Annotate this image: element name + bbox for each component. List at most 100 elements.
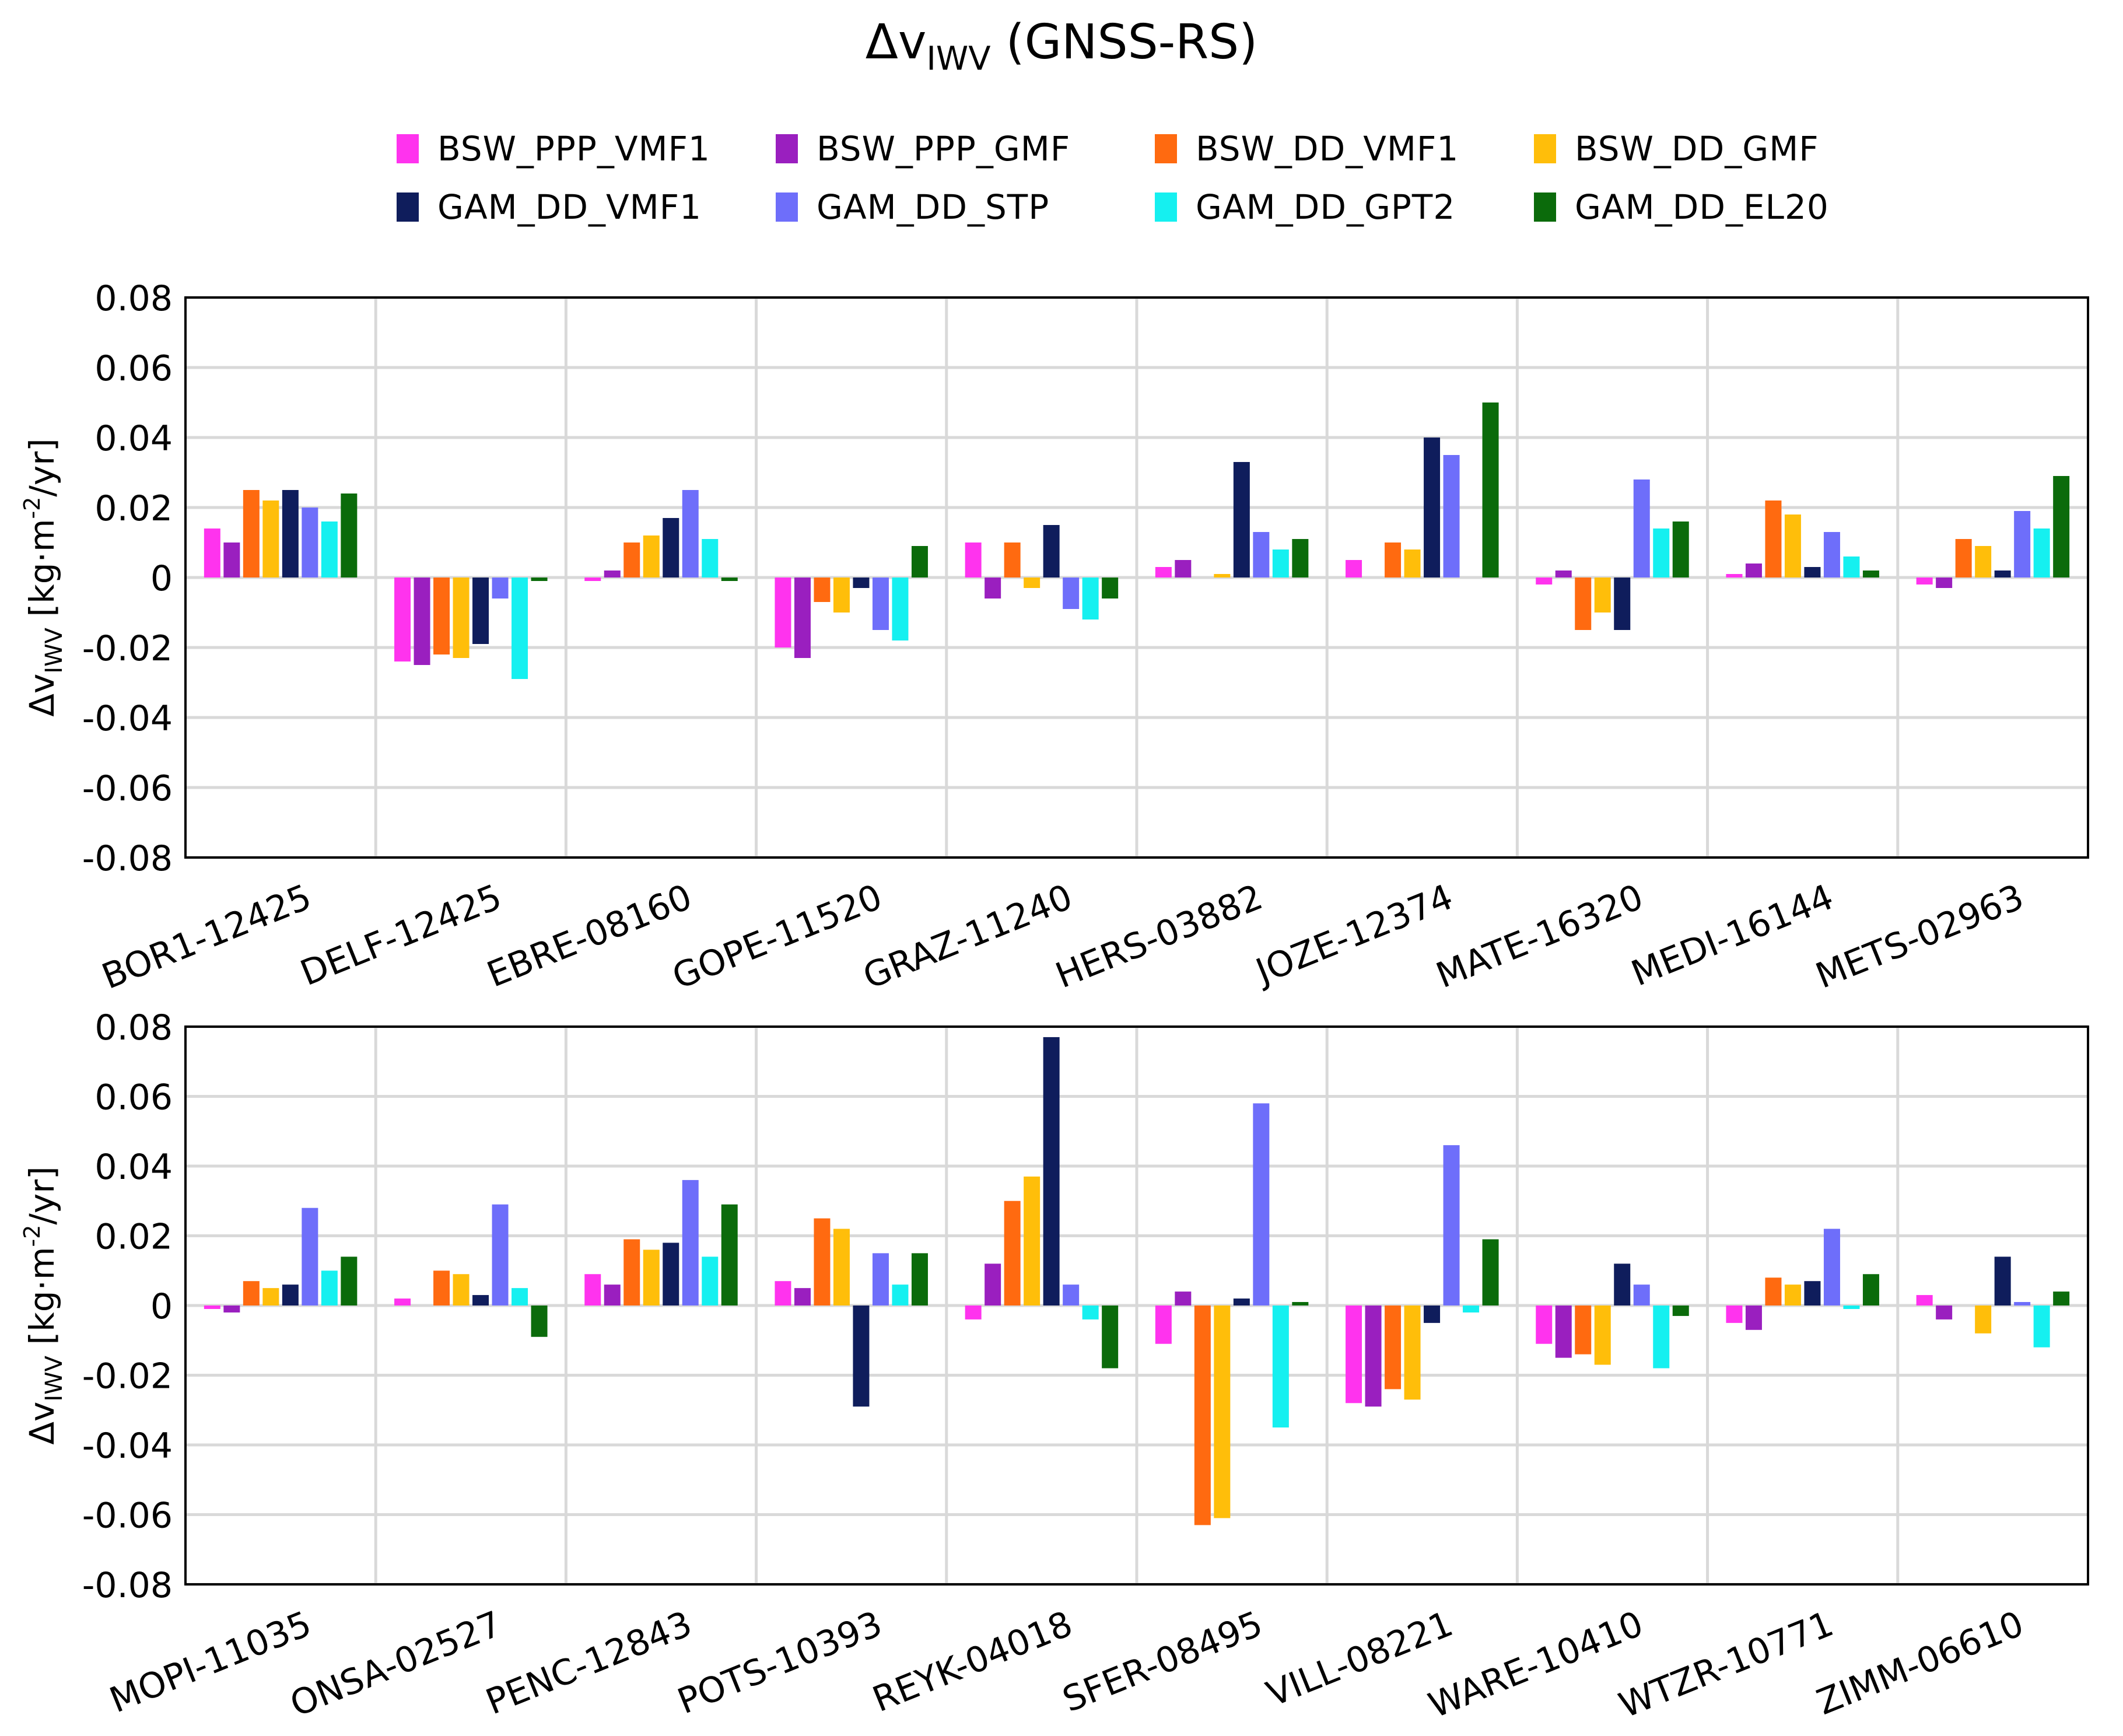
x-tick-label: GOPE-11520 (667, 877, 888, 998)
legend-label: BSW_DD_VMF1 (1196, 129, 1459, 169)
bar (2053, 1292, 2070, 1306)
y-tick-label: 0.06 (94, 1077, 173, 1118)
bar (965, 542, 982, 578)
bar (433, 578, 450, 654)
legend-item: BSW_PPP_GMF (776, 123, 1070, 175)
bar (1614, 578, 1631, 630)
bar (584, 1274, 601, 1306)
x-tick-label: ONSA-02527 (285, 1604, 507, 1726)
bar (814, 1218, 831, 1306)
legend-swatch (1155, 192, 1177, 222)
bar (1784, 514, 1801, 578)
bar (492, 578, 509, 598)
bar (1994, 1256, 2011, 1306)
bar (472, 578, 489, 644)
x-tick-label: BOR1-12425 (96, 877, 317, 998)
bar (282, 490, 299, 578)
bar (911, 1253, 928, 1306)
bar (1804, 1281, 1821, 1306)
bar (1024, 1176, 1041, 1306)
bar (892, 578, 909, 640)
bar (1463, 1306, 1480, 1312)
bar (1424, 1306, 1441, 1323)
bar (1575, 578, 1592, 630)
chart-panel-2: 0.08 0.06 0.04 0.02 0 -0.02 -0.04 -0.06 -0.08MOP… (19, 1007, 2089, 1727)
x-tick-label: WTZR-10771 (1613, 1604, 1839, 1727)
bar (1862, 1274, 1879, 1306)
bar (872, 578, 889, 630)
bar (1843, 556, 1860, 578)
bar (1292, 539, 1309, 578)
bar (1004, 1200, 1021, 1306)
bar (1745, 1306, 1762, 1330)
bar (1916, 1295, 1933, 1306)
x-tick-label: DELF-12425 (295, 877, 507, 994)
bar (1672, 1306, 1689, 1316)
bar (623, 1239, 640, 1306)
bar (453, 578, 470, 658)
bar (1994, 570, 2011, 578)
bar (262, 1288, 279, 1306)
bar (1823, 532, 1840, 578)
bar (1365, 1306, 1382, 1407)
bar (1272, 550, 1289, 578)
bar (775, 578, 791, 648)
y-axis-label-part: [kg·m (22, 519, 62, 628)
bar (321, 522, 338, 578)
legend-swatch (1534, 192, 1556, 222)
bar (721, 578, 738, 581)
legend-label: GAM_DD_EL20 (1575, 187, 1829, 227)
y-tick-label: -0.04 (82, 698, 173, 739)
legend: BSW_PPP_VMF1 BSW_PPP_GMF BSW_DD_VMF1 BSW_DD… (397, 123, 1855, 239)
bar (512, 578, 528, 679)
legend-swatch (1534, 134, 1556, 163)
bar (663, 518, 679, 578)
bar (965, 1306, 982, 1320)
bar (1555, 1306, 1572, 1358)
x-tick-label: WARE-10410 (1423, 1604, 1649, 1727)
bar (1726, 1306, 1743, 1323)
bar (794, 1288, 811, 1306)
bar (1082, 1306, 1099, 1320)
bar (643, 536, 660, 578)
x-tick-label: MATE-16320 (1431, 877, 1649, 996)
bar (2033, 528, 2050, 578)
bar (1063, 578, 1080, 609)
bar (1443, 455, 1460, 578)
bar (302, 1208, 318, 1306)
bar (1653, 528, 1670, 578)
plot-frame (184, 1026, 2089, 1586)
bar (302, 508, 318, 578)
bar (1253, 532, 1270, 578)
bar (512, 1288, 528, 1306)
bar (1214, 1306, 1231, 1518)
x-tick-label: PENC-12843 (481, 1604, 698, 1723)
bar (643, 1250, 660, 1306)
bar (1804, 567, 1821, 578)
bar (1043, 525, 1060, 578)
bar (2053, 476, 2070, 578)
bar (1482, 402, 1499, 578)
bar (1823, 1228, 1840, 1306)
x-tick-label: METS-02963 (1810, 877, 2030, 997)
bar (1975, 1306, 1992, 1334)
x-tick-label: POTS-10393 (672, 1604, 888, 1723)
bar (1404, 550, 1421, 578)
bar (1955, 539, 1972, 578)
bar (341, 1256, 358, 1306)
bar (1214, 574, 1231, 578)
legend-item: GAM_DD_STP (776, 181, 1049, 233)
bar (1555, 570, 1572, 578)
legend-swatch (397, 192, 419, 222)
bar (1443, 1145, 1460, 1306)
bar (663, 1242, 679, 1306)
bar (1536, 1306, 1553, 1344)
legend-label: BSW_PPP_GMF (817, 129, 1071, 169)
bar (1272, 1306, 1289, 1428)
bar (1175, 1292, 1192, 1306)
bar (1385, 542, 1402, 578)
bar (1594, 1306, 1611, 1365)
bar (584, 578, 601, 581)
y-tick-label: 0 (150, 558, 173, 599)
